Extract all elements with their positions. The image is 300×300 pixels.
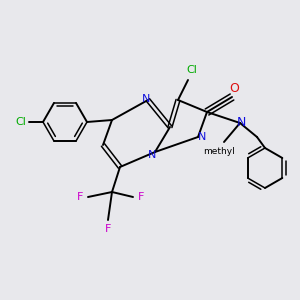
Text: Cl: Cl: [187, 65, 197, 75]
Text: F: F: [77, 192, 83, 202]
Text: N: N: [148, 150, 156, 160]
Text: methyl: methyl: [203, 146, 235, 155]
Text: F: F: [138, 192, 144, 202]
Text: Cl: Cl: [16, 117, 26, 127]
Text: N: N: [236, 116, 246, 128]
Text: O: O: [229, 82, 239, 94]
Text: F: F: [105, 224, 111, 234]
Text: N: N: [198, 132, 206, 142]
Text: N: N: [142, 94, 150, 104]
